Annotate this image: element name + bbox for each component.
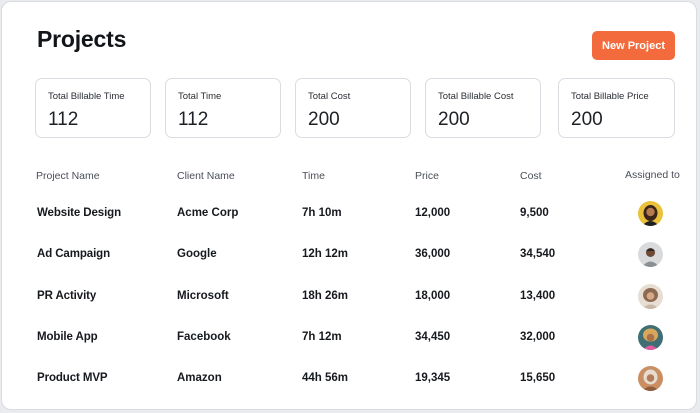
avatar-image (638, 242, 663, 267)
stat-card-total-time: Total Time 112 (165, 78, 281, 138)
avatar-image (638, 325, 663, 350)
stat-label: Total Billable Cost (438, 91, 514, 102)
column-header-project-name[interactable]: Project Name (36, 170, 100, 182)
stat-label: Total Time (178, 91, 222, 102)
column-header-assigned-to[interactable]: Assigned to (625, 169, 680, 181)
table-row[interactable]: Mobile App Facebook 7h 12m 34,450 32,000 (2, 317, 698, 357)
price-value: 19,345 (415, 372, 451, 384)
stat-value: 200 (438, 109, 470, 130)
stat-value: 112 (178, 109, 209, 130)
project-name[interactable]: Mobile App (37, 331, 98, 343)
avatar[interactable] (638, 325, 663, 350)
avatar[interactable] (638, 366, 663, 391)
column-header-client-name[interactable]: Client Name (177, 170, 235, 182)
price-value: 18,000 (415, 290, 451, 302)
time-value: 18h 26m (302, 290, 349, 302)
stat-label: Total Billable Time (48, 91, 125, 102)
client-name: Acme Corp (177, 207, 239, 219)
project-name[interactable]: Ad Campaign (37, 248, 111, 260)
avatar-image (638, 284, 663, 309)
page-title: Projects (37, 26, 127, 52)
project-name[interactable]: Product MVP (37, 372, 108, 384)
project-name[interactable]: PR Activity (37, 290, 97, 302)
stat-card-total-cost: Total Cost 200 (295, 78, 411, 138)
stat-label: Total Cost (308, 91, 351, 102)
stat-card-total-billable-time: Total Billable Time 112 (35, 78, 151, 138)
avatar-image (638, 201, 663, 226)
table-row[interactable]: Ad Campaign Google 12h 12m 36,000 34,540 (2, 234, 698, 274)
avatar-image (638, 366, 663, 391)
cost-value: 34,540 (520, 248, 556, 260)
column-header-time[interactable]: Time (302, 170, 325, 182)
price-value: 34,450 (415, 331, 451, 343)
time-value: 44h 56m (302, 372, 349, 384)
table-row[interactable]: Product MVP Amazon 44h 56m 19,345 15,650 (2, 358, 698, 398)
price-value: 36,000 (415, 248, 451, 260)
cost-value: 9,500 (520, 207, 549, 219)
price-value: 12,000 (415, 207, 451, 219)
stat-label: Total Billable Price (571, 91, 649, 102)
time-value: 7h 10m (302, 207, 342, 219)
time-value: 12h 12m (302, 248, 349, 260)
client-name: Microsoft (177, 290, 229, 302)
stat-value: 112 (48, 109, 79, 130)
column-header-price[interactable]: Price (415, 170, 439, 182)
cost-value: 32,000 (520, 331, 556, 343)
cost-value: 13,400 (520, 290, 556, 302)
column-header-cost[interactable]: Cost (520, 170, 542, 182)
client-name: Facebook (177, 331, 231, 343)
new-project-button[interactable]: New Project (592, 31, 675, 60)
stat-card-total-billable-cost: Total Billable Cost 200 (425, 78, 541, 138)
cost-value: 15,650 (520, 372, 556, 384)
avatar[interactable] (638, 242, 663, 267)
stat-value: 200 (308, 109, 340, 130)
stat-card-total-billable-price: Total Billable Price 200 (558, 78, 675, 138)
client-name: Amazon (177, 372, 222, 384)
client-name: Google (177, 248, 217, 260)
table-row[interactable]: PR Activity Microsoft 18h 26m 18,000 13,… (2, 276, 698, 316)
stat-value: 200 (571, 109, 603, 130)
project-name[interactable]: Website Design (37, 207, 122, 219)
avatar[interactable] (638, 284, 663, 309)
time-value: 7h 12m (302, 331, 342, 343)
avatar[interactable] (638, 201, 663, 226)
table-row[interactable]: Website Design Acme Corp 7h 10m 12,000 9… (2, 193, 698, 233)
